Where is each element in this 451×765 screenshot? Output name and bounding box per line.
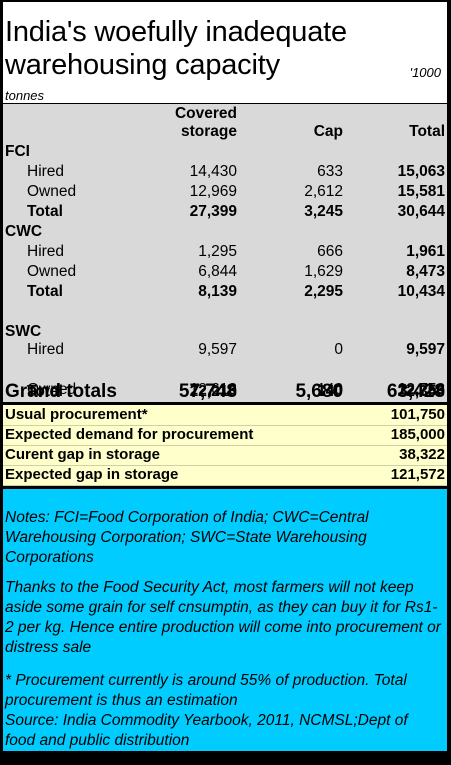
header-total: Total — [409, 123, 445, 140]
row-label: Total — [27, 283, 63, 300]
cap-value: 3,245 — [304, 203, 343, 220]
summary-row: Expected demand for procurement 185,000 — [3, 425, 447, 446]
grand-totals-row: Grand totals 57,748 5,680 63,428 — [3, 380, 447, 404]
summary-label: Curent gap in storage — [5, 446, 161, 463]
section-row-swc: SWC — [3, 322, 447, 342]
capacity-table: Covered storage Cap Total FCI Hired 14,4… — [3, 104, 447, 402]
cap-value: 633 — [317, 163, 343, 180]
row-label: Owned — [27, 263, 77, 280]
table-row: Owned 12,969 2,612 15,581 — [3, 182, 447, 202]
summary-label: Expected gap in storage — [5, 466, 179, 483]
table-row-total: Total 27,399 3,245 30,644 — [3, 202, 447, 222]
summary-row: Curent gap in storage 38,322 — [3, 445, 447, 466]
total-value: 22,350 — [397, 383, 445, 400]
header-covered-storage-1: Covered — [174, 105, 237, 122]
section-label: SWC — [5, 323, 42, 340]
title-block: India's woefully inadequate warehousing … — [3, 2, 447, 105]
total-value: 15,581 — [397, 183, 445, 200]
row-label: Owned — [27, 183, 77, 200]
cap-value: 2,612 — [304, 183, 343, 200]
note-abbreviations: Notes: FCI=Food Corporation of India; CW… — [5, 509, 369, 566]
covered-value: 14,430 — [189, 163, 237, 180]
note-source: Source: India Commodity Yearbook, 2011, … — [5, 712, 408, 749]
summary-block: Usual procurement* 101,750 Expected dema… — [3, 405, 447, 486]
notes-block: Notes: FCI=Food Corporation of India; CW… — [3, 489, 447, 751]
cap-value: 140 — [317, 381, 343, 398]
section-row-fci: FCI — [3, 142, 447, 162]
grand-totals-label: Grand totals — [5, 381, 117, 402]
covered-value: 12,613 — [189, 381, 237, 398]
unit-label-tonnes: tonnes — [5, 88, 45, 103]
covered-value: 1,295 — [198, 243, 237, 260]
summary-value: 38,322 — [399, 446, 445, 463]
covered-value: 9,597 — [198, 341, 237, 358]
section-label: CWC — [5, 223, 43, 240]
cap-value: 1,629 — [304, 263, 343, 280]
grand-total-value: 63,428 — [386, 381, 445, 402]
summary-value: 101,750 — [390, 406, 445, 423]
total-value: 10,434 — [397, 283, 445, 300]
table-row-total: Total 8,139 2,295 10,434 — [3, 282, 447, 302]
table-row: Hired 1,295 666 1,961 — [3, 242, 447, 262]
summary-value: 121,572 — [390, 466, 445, 483]
covered-value: 6,844 — [198, 263, 237, 280]
summary-row: Usual procurement* 101,750 — [3, 405, 447, 426]
row-label: Total — [27, 383, 63, 400]
summary-label: Expected demand for procurement — [5, 426, 254, 443]
total-value: 9,597 — [406, 341, 445, 358]
note-procurement: * Procurement currently is around 55% of… — [5, 672, 407, 709]
table-row: Owned 6,844 1,629 8,473 — [3, 262, 447, 282]
row-label: Total — [27, 203, 63, 220]
summary-value: 185,000 — [390, 426, 445, 443]
grand-covered-value: 57,748 — [178, 381, 237, 402]
total-value: 30,644 — [397, 203, 445, 220]
total-value: 12,753 — [397, 381, 445, 398]
unit-label: '1000 — [409, 65, 441, 80]
cap-value: 666 — [317, 243, 343, 260]
grand-cap-value: 5,680 — [295, 381, 343, 402]
summary-row: Expected gap in storage 121,572 — [3, 465, 447, 486]
total-value: 1,961 — [406, 243, 445, 260]
row-label: Owned — [27, 381, 77, 398]
summary-label: Usual procurement* — [5, 406, 148, 423]
table-row-total: Total 22,210 140 22,350 — [3, 382, 447, 402]
table-row: Owned 12,613 140 12,753 — [3, 380, 447, 400]
section-row-cwc: CWC — [3, 222, 447, 242]
section-label: FCI — [5, 143, 30, 160]
table-row: Hired 9,597 0 9,597 — [3, 340, 447, 360]
note-food-security: Thanks to the Food Security Act, most fa… — [5, 579, 441, 656]
covered-value: 27,399 — [189, 203, 237, 220]
cap-value: 0 — [334, 341, 343, 358]
row-label: Hired — [27, 341, 65, 358]
cap-value: 2,295 — [304, 283, 343, 300]
covered-value: 8,139 — [198, 283, 237, 300]
page-title: India's woefully inadequate warehousing … — [5, 16, 347, 81]
total-value: 15,063 — [397, 163, 445, 180]
header-covered-storage-2: storage — [181, 123, 237, 140]
header-cap: Cap — [313, 123, 343, 140]
covered-value: 22,210 — [189, 383, 237, 400]
row-label: Hired — [27, 243, 65, 260]
spacer — [3, 302, 447, 322]
row-label: Hired — [27, 163, 65, 180]
table-row: Hired 14,430 633 15,063 — [3, 162, 447, 182]
total-value: 8,473 — [406, 263, 445, 280]
cap-value: 140 — [317, 383, 343, 400]
covered-value: 12,969 — [189, 183, 237, 200]
